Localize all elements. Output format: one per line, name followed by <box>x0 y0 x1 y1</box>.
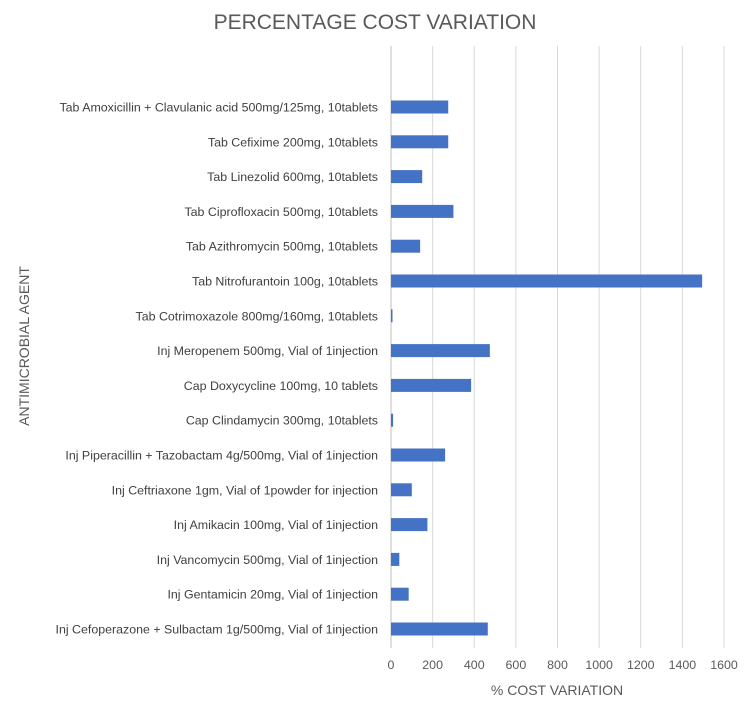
bar <box>391 274 703 288</box>
bar <box>391 413 394 427</box>
category-label: Tab Ciprofloxacin 500mg, 10tablets <box>184 205 378 219</box>
bar <box>391 587 409 601</box>
bar <box>391 239 421 253</box>
category-label: Tab Nitrofurantoin 100g, 10tablets <box>192 275 378 289</box>
bar <box>391 622 488 636</box>
bar <box>391 170 423 184</box>
category-label: Tab Azithromycin 500mg, 10tablets <box>186 240 378 254</box>
category-label: Inj Meropenem 500mg, Vial of 1injection <box>157 344 378 358</box>
category-label: Tab Linezolid 600mg, 10tablets <box>207 170 378 184</box>
x-tick-label: 1200 <box>627 658 655 672</box>
bar <box>391 204 454 218</box>
x-tick-label: 1600 <box>710 658 738 672</box>
category-label: Tab Cotrimoxazole 800mg/160mg, 10tablets <box>136 309 378 323</box>
x-tick-label: 0 <box>388 658 395 672</box>
x-tick-label: 800 <box>547 658 568 672</box>
bar <box>391 309 393 323</box>
bar <box>391 448 446 462</box>
bar <box>391 100 449 114</box>
bar <box>391 378 472 392</box>
x-axis-title: % COST VARIATION <box>491 682 623 698</box>
x-tick-label: 1400 <box>669 658 697 672</box>
category-labels: Tab Amoxicillin + Clavulanic acid 500mg/… <box>56 101 379 637</box>
category-label: Inj Ceftriaxone 1gm, Vial of 1powder for… <box>112 483 378 497</box>
x-tick-label: 1000 <box>585 658 613 672</box>
category-label: Inj Amikacin 100mg, Vial of 1injection <box>174 518 378 532</box>
y-axis-title: ANTIMICROBIAL AGENT <box>16 266 32 426</box>
x-tick-label: 600 <box>506 658 527 672</box>
bars <box>391 100 703 636</box>
chart-title: PERCENTAGE COST VARIATION <box>214 11 537 34</box>
category-label: Inj Vancomycin 500mg, Vial of 1injection <box>157 553 378 567</box>
category-label: Cap Clindamycin 300mg, 10tablets <box>186 414 378 428</box>
category-label: Inj Cefoperazone + Sulbactam 1g/500mg, V… <box>56 623 379 637</box>
x-tick-label: 200 <box>422 658 443 672</box>
bar <box>391 552 400 566</box>
category-label: Cap Doxycycline 100mg, 10 tablets <box>184 379 378 393</box>
category-label: Tab Amoxicillin + Clavulanic acid 500mg/… <box>59 101 378 115</box>
x-tick-label: 400 <box>464 658 485 672</box>
category-label: Inj Piperacillin + Tazobactam 4g/500mg, … <box>65 449 378 463</box>
bar <box>391 344 490 358</box>
bar <box>391 518 428 532</box>
x-tick-labels: 0 200 400 600 800 1000 1200 1400 1600 <box>388 658 738 672</box>
bar <box>391 135 449 149</box>
bar <box>391 483 412 497</box>
category-label: Inj Gentamicin 20mg, Vial of 1injection <box>167 588 378 602</box>
category-label: Tab Cefixime 200mg, 10tablets <box>208 135 378 149</box>
